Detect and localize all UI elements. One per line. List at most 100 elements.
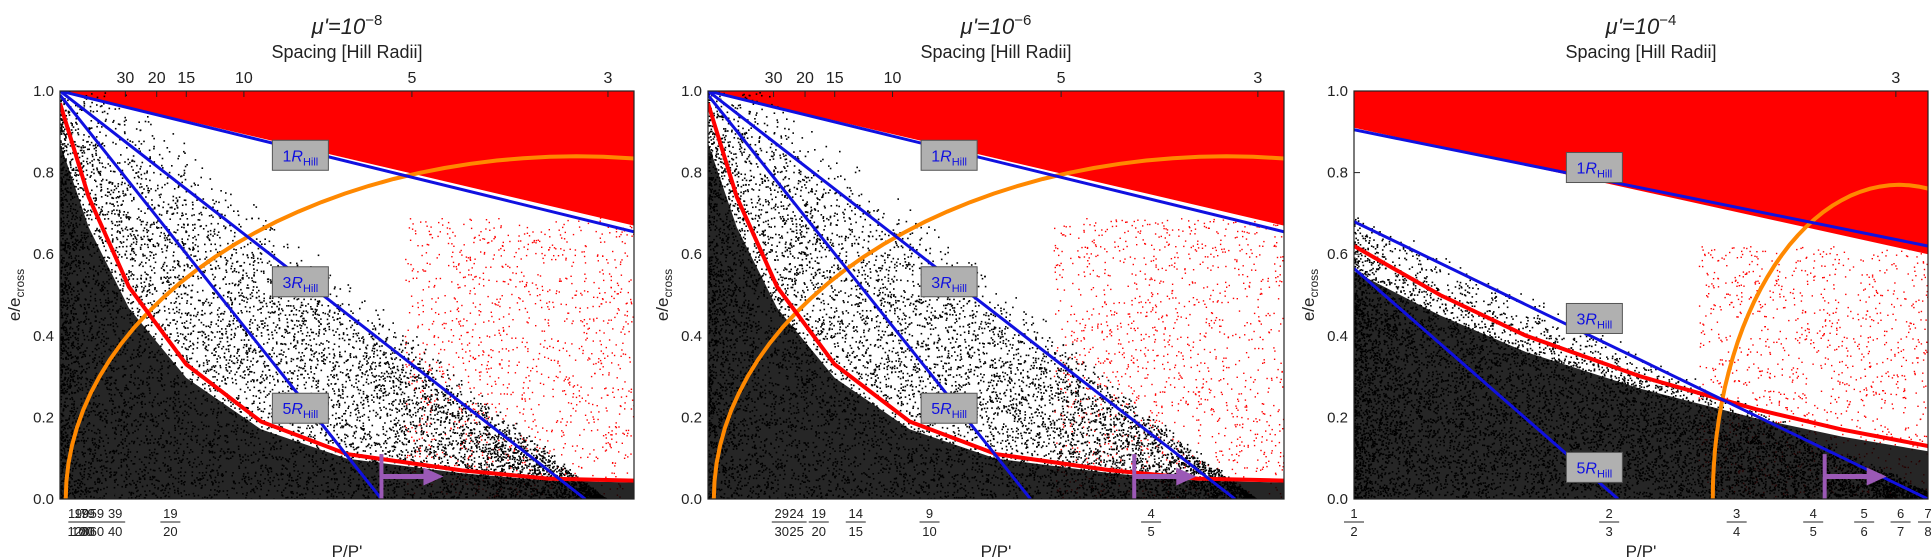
point — [296, 384, 299, 387]
red-dot — [471, 267, 473, 269]
point — [302, 310, 305, 312]
red-dot — [467, 257, 470, 259]
point — [64, 67, 66, 69]
point — [437, 359, 439, 362]
red-dot — [552, 388, 554, 390]
point — [257, 406, 259, 409]
point — [328, 341, 330, 343]
point — [75, 186, 77, 188]
red-dot — [581, 345, 583, 348]
point — [444, 420, 446, 423]
red-dot — [499, 334, 502, 336]
unstable-region — [60, 91, 634, 226]
point — [185, 213, 187, 215]
point — [251, 217, 253, 220]
point — [371, 322, 373, 324]
red-dot — [532, 231, 534, 233]
red-dot — [524, 307, 527, 310]
red-dot — [526, 366, 529, 369]
point — [436, 394, 439, 396]
point — [79, 108, 81, 111]
point — [343, 440, 346, 443]
red-dot — [420, 407, 422, 409]
point — [162, 292, 165, 295]
point — [512, 467, 514, 469]
point — [263, 365, 266, 367]
point — [230, 229, 232, 232]
red-dot — [485, 266, 487, 269]
red-dot — [521, 398, 523, 400]
point — [241, 358, 243, 361]
point — [255, 361, 258, 363]
point — [140, 220, 143, 223]
point — [91, 81, 93, 83]
point — [181, 297, 183, 299]
red-dot — [486, 383, 489, 385]
red-dot — [526, 341, 528, 344]
point — [124, 116, 126, 119]
red-dot — [421, 323, 424, 326]
point — [400, 450, 402, 452]
point — [157, 305, 159, 307]
point — [151, 135, 154, 137]
red-dot — [446, 227, 449, 229]
point — [222, 278, 224, 281]
point — [100, 189, 103, 191]
point — [344, 437, 347, 439]
point — [411, 399, 413, 402]
red-dot — [458, 408, 461, 410]
red-dot — [448, 264, 450, 267]
red-dot — [426, 423, 428, 425]
point — [100, 183, 103, 186]
red-dot — [502, 316, 505, 318]
point — [239, 281, 242, 284]
point — [374, 368, 376, 370]
point — [152, 245, 155, 247]
red-dot — [570, 402, 573, 405]
point — [548, 473, 550, 476]
red-dot — [436, 257, 438, 259]
red-dot — [597, 254, 599, 256]
point — [296, 262, 298, 265]
red-dot — [530, 370, 532, 372]
point — [208, 385, 210, 387]
red-dot — [571, 445, 574, 447]
point — [212, 376, 214, 378]
point — [371, 337, 374, 340]
point — [303, 355, 305, 357]
red-dot — [621, 241, 624, 243]
point — [167, 281, 169, 283]
red-dot — [413, 439, 415, 441]
point — [370, 394, 373, 396]
red-dot — [566, 278, 568, 280]
point — [161, 338, 163, 341]
point — [213, 349, 215, 351]
red-dot — [419, 353, 421, 355]
point — [356, 451, 359, 454]
point — [494, 449, 497, 451]
red-dot — [438, 313, 440, 315]
point — [264, 322, 266, 324]
point — [238, 295, 241, 297]
red-dot — [605, 346, 607, 349]
red-dot — [616, 293, 618, 295]
point — [336, 328, 339, 330]
point — [531, 452, 533, 455]
point — [420, 358, 423, 361]
point — [388, 375, 391, 378]
red-dot — [572, 463, 574, 465]
point — [88, 224, 90, 226]
red-dot — [630, 408, 633, 410]
point — [163, 140, 166, 142]
red-dot — [608, 273, 611, 275]
red-dot — [563, 249, 565, 252]
point — [249, 389, 251, 391]
point — [310, 371, 312, 373]
point — [361, 364, 364, 366]
red-dot — [457, 283, 459, 286]
point — [103, 245, 105, 248]
red-dot — [599, 217, 602, 219]
point — [117, 183, 120, 185]
red-dot — [514, 372, 517, 374]
red-dot — [600, 241, 602, 243]
